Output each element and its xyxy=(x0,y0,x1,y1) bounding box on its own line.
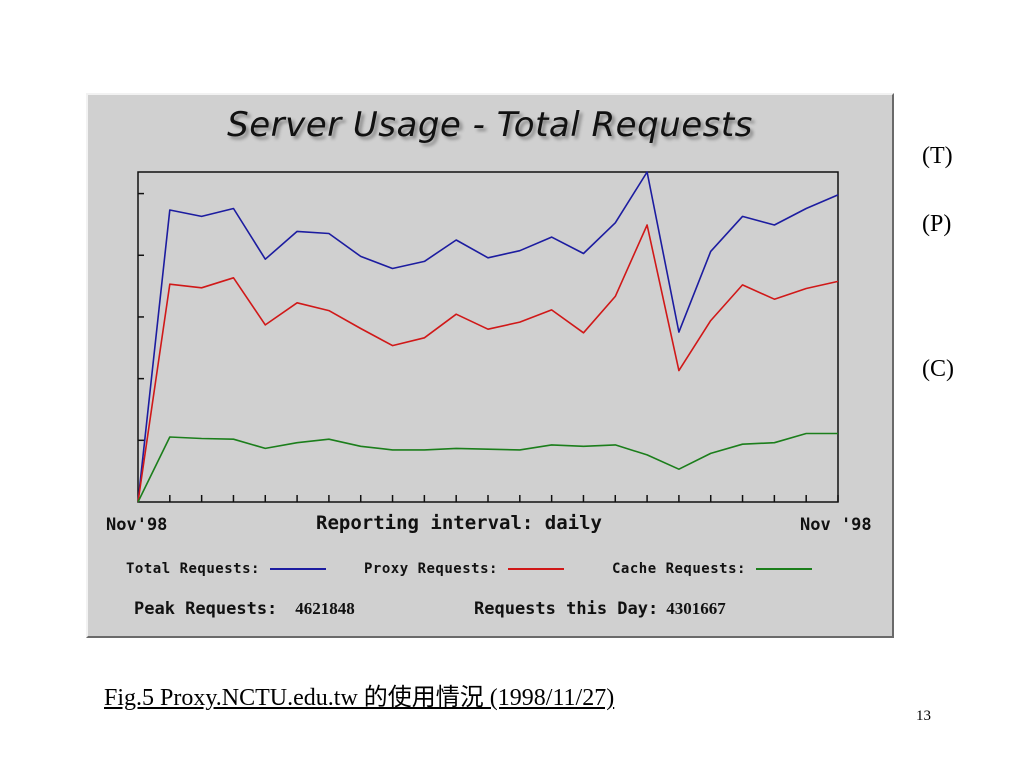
legend-label-cache: Cache Requests: xyxy=(612,561,746,577)
chart-title: Server Usage - Total Requests xyxy=(227,105,753,145)
marker-total: (T) xyxy=(922,143,953,169)
x-start-label: Nov'98 xyxy=(106,515,168,535)
legend-item-proxy: Proxy Requests: xyxy=(364,561,564,577)
plot-area xyxy=(137,171,839,503)
legend-item-total: Total Requests: xyxy=(126,561,326,577)
chart-panel: Server Usage - Total Requests Nov'98 Rep… xyxy=(86,93,894,638)
x-end-label: Nov '98 xyxy=(800,515,872,535)
x-axis-label: Reporting interval: daily xyxy=(316,512,602,534)
legend-item-cache: Cache Requests: xyxy=(612,561,812,577)
figure-caption: Fig.5 Proxy.NCTU.edu.tw 的使用情況 (1998/11/2… xyxy=(104,685,615,711)
series-line-cache xyxy=(137,432,838,503)
legend-swatch-proxy xyxy=(507,568,564,570)
plot-frame xyxy=(137,171,839,503)
legend-swatch-total xyxy=(269,568,326,570)
series-line-proxy xyxy=(137,224,839,503)
page-number: 13 xyxy=(916,708,931,724)
legend-swatch-cache xyxy=(755,568,812,570)
marker-proxy: (P) xyxy=(922,211,952,237)
requests-this-day-label: Requests this Day: xyxy=(474,599,659,619)
peak-requests-stat: Peak Requests: 4621848 xyxy=(134,599,355,619)
marker-cache: (C) xyxy=(922,356,954,382)
legend: Total Requests: Proxy Requests: Cache Re… xyxy=(88,561,892,585)
legend-label-proxy: Proxy Requests: xyxy=(364,561,498,577)
peak-requests-value: 4621848 xyxy=(295,599,355,618)
peak-requests-label: Peak Requests: xyxy=(134,599,278,619)
requests-this-day-value: 4301667 xyxy=(666,599,726,618)
series-line-total xyxy=(137,171,839,503)
requests-this-day-stat: Requests this Day: 4301667 xyxy=(474,599,726,619)
legend-label-total: Total Requests: xyxy=(126,561,260,577)
